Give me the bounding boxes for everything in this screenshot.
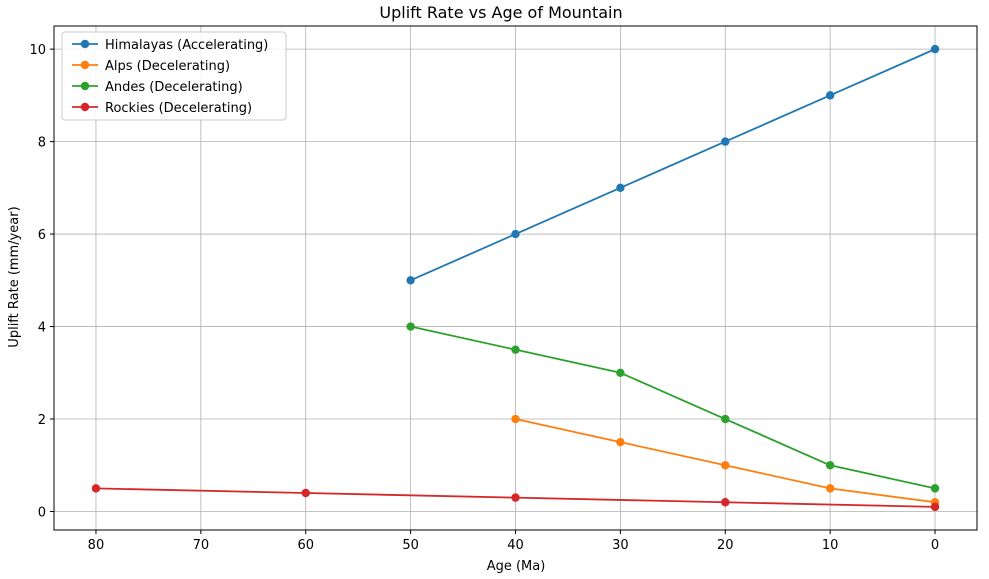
data-point <box>616 183 625 193</box>
legend-swatch-marker <box>80 60 90 70</box>
data-point <box>511 345 520 354</box>
legend-label: Alps (Decelerating) <box>105 59 230 74</box>
x-tick-label: 80 <box>88 538 105 553</box>
data-point <box>406 322 415 331</box>
data-point <box>91 484 101 493</box>
y-tick-label: 2 <box>38 413 46 428</box>
x-tick-label: 10 <box>822 538 839 553</box>
data-point <box>930 44 940 54</box>
x-tick-label: 0 <box>931 538 939 553</box>
x-tick-label: 20 <box>717 538 734 553</box>
data-point <box>511 229 520 239</box>
x-tick-label: 50 <box>402 538 419 553</box>
x-tick-label: 70 <box>193 538 210 553</box>
series-line-2 <box>410 325 936 490</box>
x-tick-label: 60 <box>297 538 314 553</box>
y-tick-label: 10 <box>29 43 46 58</box>
data-point <box>301 488 310 498</box>
data-point <box>825 461 835 470</box>
data-point <box>825 91 835 100</box>
legend-label: Rockies (Decelerating) <box>105 101 252 116</box>
data-point <box>406 276 415 285</box>
data-point <box>930 502 940 512</box>
data-point <box>616 368 625 377</box>
data-point <box>721 414 730 424</box>
legend-label: Andes (Decelerating) <box>105 80 243 95</box>
data-point <box>511 414 520 424</box>
chart-title: Uplift Rate vs Age of Mountain <box>379 3 622 22</box>
data-point <box>721 461 730 470</box>
y-tick-label: 4 <box>38 321 46 336</box>
legend-swatch-marker <box>80 102 90 112</box>
legend-box <box>61 31 287 121</box>
x-axis-label: Age (Ma) <box>487 559 546 574</box>
data-point <box>721 498 730 507</box>
series-line-0 <box>410 48 936 282</box>
x-tick-label: 40 <box>507 538 524 553</box>
data-point <box>616 437 625 447</box>
data-point <box>825 484 835 493</box>
data-point <box>721 137 730 146</box>
legend-swatch-marker <box>80 39 90 49</box>
x-tick-label: 30 <box>612 538 629 553</box>
data-point <box>930 484 940 493</box>
y-axis-label: Uplift Rate (mm/year) <box>7 206 22 347</box>
y-tick-label: 8 <box>38 136 46 151</box>
data-point <box>511 493 520 502</box>
y-tick-label: 6 <box>38 228 46 243</box>
legend-label: Himalayas (Accelerating) <box>105 38 268 53</box>
y-tick-label: 0 <box>38 506 46 521</box>
legend-swatch-marker <box>80 81 90 91</box>
